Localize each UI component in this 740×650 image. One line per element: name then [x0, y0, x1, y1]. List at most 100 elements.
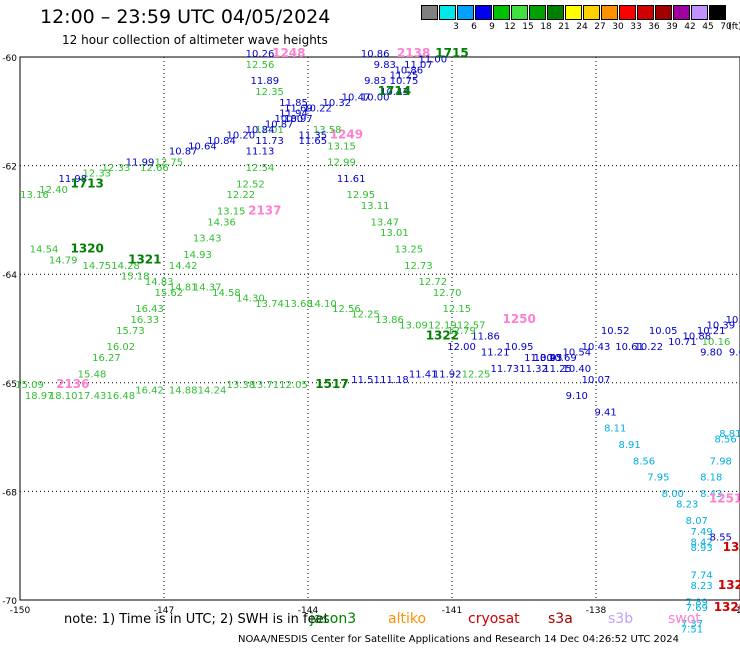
- pass-time-label: 2137: [248, 203, 281, 217]
- wave-height-label: 12.25: [462, 369, 491, 380]
- pass-time-label: 1320: [714, 600, 740, 614]
- legend-swatch: [691, 5, 708, 20]
- wave-height-label: 16.02: [106, 342, 135, 353]
- wave-height-label: 10.20: [226, 130, 255, 141]
- legend-bin-label: 70: [720, 22, 732, 32]
- pass-time-label: 1715: [435, 46, 468, 60]
- wave-height-label: 8.81: [719, 429, 740, 440]
- x-tick-label: -138: [586, 606, 607, 616]
- wave-height-label: 14.37: [193, 282, 222, 293]
- data-points: 10.2612.56124811.8912.3511.8511.6911.941…: [15, 46, 740, 636]
- wave-height-label: 10.95: [534, 353, 563, 364]
- wave-height-label: 10.19: [726, 315, 740, 326]
- wave-height-label: 9.80: [700, 348, 722, 359]
- wave-height-label: 10.61: [615, 342, 644, 353]
- wave-height-label: 11.00: [418, 54, 447, 65]
- plot-axes: [19, 56, 740, 601]
- legend-bin-label: 3: [453, 22, 459, 32]
- wave-height-label: 11.85: [279, 98, 308, 109]
- wave-height-label: 10.07: [582, 375, 611, 386]
- wave-height-label: 15.09: [15, 380, 44, 391]
- chart-title: 12:00 – 23:59 UTC 04/05/2024: [40, 6, 331, 28]
- wave-height-label: 7.51: [681, 625, 703, 636]
- pass-time-label: 2138: [397, 46, 430, 60]
- wave-height-label: 11.35: [298, 130, 327, 141]
- wave-height-label: 9.83: [364, 76, 386, 87]
- wave-height-label: 13.38: [226, 380, 255, 391]
- wave-height-label: 11.41: [409, 369, 438, 380]
- mission-altiko: altiko: [388, 611, 427, 627]
- wave-height-label: 8.07: [686, 516, 708, 527]
- wave-height-label: 10.40: [562, 364, 591, 375]
- wave-height-label: 12.15: [442, 304, 471, 315]
- x-tick-label: -144: [298, 606, 319, 616]
- wave-height-label: 8.91: [618, 440, 640, 451]
- wave-height-label: 13.74: [255, 299, 284, 310]
- wave-height-label: 12.52: [236, 179, 265, 190]
- wave-height-label: 10.88: [682, 331, 711, 342]
- wave-height-label: 14.83: [145, 277, 174, 288]
- wave-height-label: 12.56: [332, 304, 361, 315]
- wave-height-label: 12.40: [39, 185, 68, 196]
- x-tick-label: -13: [733, 606, 740, 616]
- legend-swatch: [709, 5, 726, 20]
- wave-height-label: 12.05: [279, 380, 308, 391]
- wave-height-label: 16.43: [135, 304, 164, 315]
- wave-height-label: 18.97: [25, 391, 54, 402]
- wave-height-label: 8.93: [690, 543, 712, 554]
- pass-time-label: 1249: [330, 127, 363, 141]
- wave-height-label: 12.00: [447, 342, 476, 353]
- legend-swatch: [565, 5, 582, 20]
- wave-height-label: 11.99: [126, 158, 155, 169]
- pass-time-label: 1320: [70, 241, 103, 255]
- pass-time-label: 1248: [272, 46, 305, 60]
- wave-height-label: 12.22: [226, 190, 255, 201]
- wave-height-label: 13.68: [284, 299, 313, 310]
- wave-height-label: 10.64: [188, 141, 217, 152]
- footnote: note: 1) Time is in UTC; 2) SWH is in fe…: [64, 612, 329, 627]
- wave-height-label: 12.33: [82, 168, 111, 179]
- wave-height-label: 14.28: [111, 261, 140, 272]
- pass-time-label: 1322: [426, 328, 459, 342]
- mission-jason3: jason3: [310, 611, 357, 627]
- wave-height-label: 12.95: [346, 190, 375, 201]
- wave-height-label: 13.25: [394, 244, 423, 255]
- legend-bin-label: 30: [612, 22, 624, 32]
- wave-height-label: 10.22: [303, 103, 332, 114]
- wave-height-label: 7.98: [710, 456, 732, 467]
- wave-height-label: 8.56: [633, 456, 655, 467]
- y-tick-label: -68: [2, 488, 17, 498]
- wave-height-label: 12.33: [102, 163, 131, 174]
- wave-height-label: 16.48: [106, 391, 135, 402]
- wave-height-label: 13.09: [399, 321, 428, 332]
- wave-height-label: 10.22: [634, 342, 663, 353]
- wave-height-label: 14.88: [169, 386, 198, 397]
- pass-time-label: 2136: [56, 377, 89, 391]
- y-tick-label: -60: [2, 54, 17, 64]
- wave-height-label: 8.43: [700, 489, 722, 500]
- wave-height-label: 11.21: [481, 348, 510, 359]
- pass-time-label: 1713: [70, 176, 103, 190]
- wave-height-label: 14.58: [212, 288, 241, 299]
- wave-height-label: 13.71: [250, 380, 279, 391]
- wave-height-label: 8.18: [700, 473, 722, 484]
- legend-bin-label: 24: [576, 22, 588, 32]
- wave-height-label: 11.61: [337, 174, 366, 185]
- mission-swot: swot: [668, 611, 701, 627]
- legend-swatch: [637, 5, 654, 20]
- wave-height-label: 12.56: [246, 60, 275, 71]
- wave-height-label: 11.98: [58, 174, 87, 185]
- wave-height-label: 7.69: [686, 603, 708, 614]
- wave-height-label: 10.39: [706, 321, 735, 332]
- wave-height-label: 11.25: [390, 71, 419, 82]
- wave-height-label: 11.94: [279, 109, 308, 120]
- legend-swatch: [529, 5, 546, 20]
- pass-time-label: 132: [718, 578, 740, 592]
- wave-height-label: 10.87: [169, 147, 198, 158]
- wave-height-label: 12.66: [140, 163, 169, 174]
- wave-height-label: 10.32: [322, 98, 351, 109]
- grid-lines: [20, 57, 740, 600]
- legend-swatch: [511, 5, 528, 20]
- mission-s3b: s3b: [608, 611, 634, 627]
- pass-time-label: 1250: [502, 312, 535, 326]
